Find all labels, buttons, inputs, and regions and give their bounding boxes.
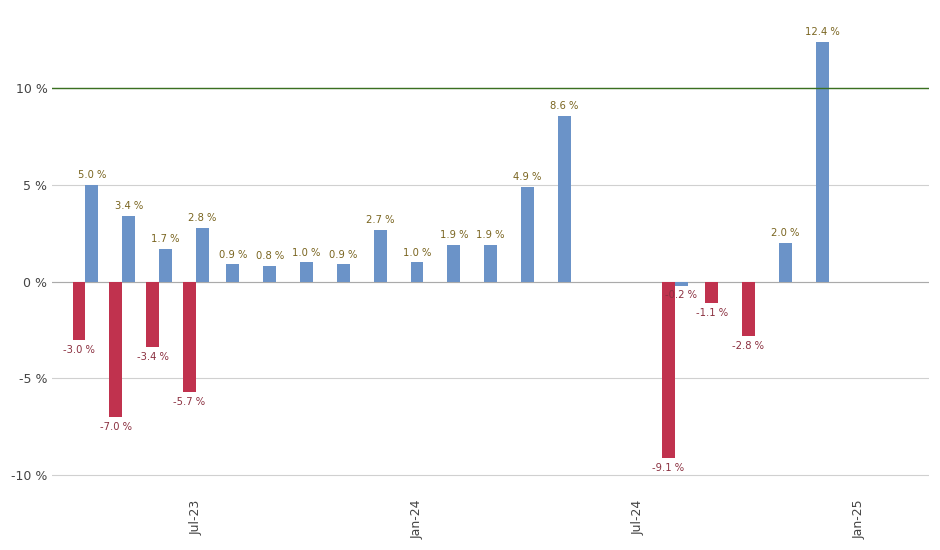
Bar — [447, 245, 461, 282]
Bar — [183, 282, 196, 392]
Bar — [147, 282, 159, 348]
Text: 1.0 %: 1.0 % — [402, 248, 431, 257]
Text: 8.6 %: 8.6 % — [550, 101, 578, 111]
Text: -5.7 %: -5.7 % — [174, 397, 206, 407]
Text: -7.0 %: -7.0 % — [100, 422, 132, 432]
Bar — [557, 116, 571, 282]
Bar — [86, 185, 99, 282]
Bar — [779, 243, 791, 282]
Text: -9.1 %: -9.1 % — [652, 463, 684, 472]
Bar — [816, 42, 828, 282]
Text: 2.7 %: 2.7 % — [366, 214, 395, 225]
Bar — [122, 216, 135, 282]
Text: 3.4 %: 3.4 % — [115, 201, 143, 211]
Bar — [337, 265, 350, 282]
Text: -0.2 %: -0.2 % — [666, 290, 697, 300]
Text: 0.9 %: 0.9 % — [329, 250, 357, 260]
Text: -2.8 %: -2.8 % — [732, 340, 764, 351]
Text: 2.0 %: 2.0 % — [771, 228, 799, 238]
Text: 2.8 %: 2.8 % — [188, 213, 216, 223]
Bar — [159, 249, 172, 282]
Text: 4.9 %: 4.9 % — [513, 172, 541, 182]
Bar — [374, 229, 386, 282]
Bar — [411, 262, 423, 282]
Text: 0.8 %: 0.8 % — [256, 251, 284, 261]
Bar — [662, 282, 675, 458]
Bar — [109, 282, 122, 417]
Text: 1.0 %: 1.0 % — [292, 248, 321, 257]
Bar — [72, 282, 86, 340]
Text: 1.9 %: 1.9 % — [477, 230, 505, 240]
Text: 1.9 %: 1.9 % — [440, 230, 468, 240]
Bar — [705, 282, 718, 303]
Bar — [521, 187, 534, 282]
Text: 0.9 %: 0.9 % — [219, 250, 247, 260]
Text: -1.1 %: -1.1 % — [696, 308, 728, 318]
Text: 5.0 %: 5.0 % — [78, 170, 106, 180]
Bar — [742, 282, 755, 336]
Bar — [196, 228, 209, 282]
Bar — [227, 265, 240, 282]
Text: -3.0 %: -3.0 % — [63, 345, 95, 355]
Bar — [484, 245, 497, 282]
Bar — [675, 282, 688, 285]
Text: -3.4 %: -3.4 % — [137, 353, 168, 362]
Text: 12.4 %: 12.4 % — [805, 27, 839, 37]
Bar — [263, 266, 276, 282]
Text: 1.7 %: 1.7 % — [151, 234, 180, 244]
Bar — [300, 262, 313, 282]
